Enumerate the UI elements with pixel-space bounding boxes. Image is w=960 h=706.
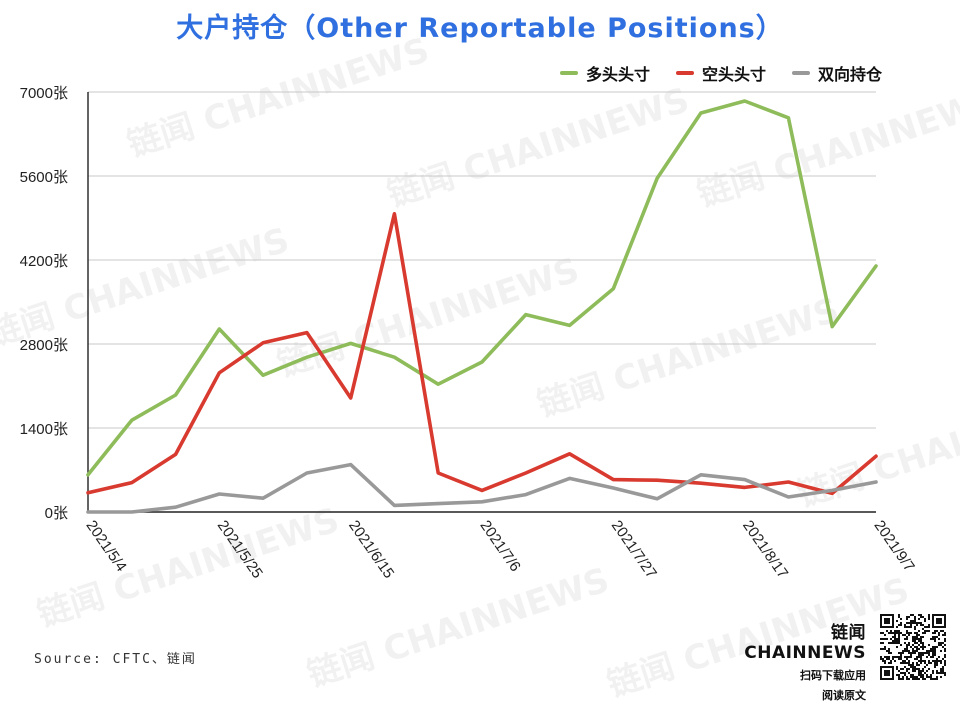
qr-code-icon[interactable] <box>880 614 946 680</box>
series-line-2 <box>88 465 876 512</box>
x-tick-label: 2021/5/4 <box>82 517 129 575</box>
x-tick-label: 2021/8/17 <box>739 517 791 581</box>
y-tick-label: 2800张 <box>20 337 68 354</box>
brand-name: 链闻 CHAINNEWS <box>722 618 866 663</box>
series-line-1 <box>88 214 876 494</box>
y-tick-label: 0张 <box>45 505 68 522</box>
brand-block: 链闻 CHAINNEWS 扫码下载应用 阅读原文 <box>722 618 866 703</box>
x-tick-label: 2021/5/25 <box>214 517 266 581</box>
y-tick-label: 5600张 <box>20 169 68 186</box>
x-tick-label: 2021/6/15 <box>345 517 397 581</box>
y-tick-label: 4200张 <box>20 253 68 270</box>
brand-download-text: 扫码下载应用 <box>722 667 866 683</box>
series-line-0 <box>88 101 876 475</box>
source-note: Source: CFTC、链闻 <box>34 648 197 667</box>
x-tick-label: 2021/7/6 <box>476 517 523 575</box>
y-tick-label: 7000张 <box>20 85 68 102</box>
y-tick-label: 1400张 <box>20 421 68 438</box>
brand-read-text: 阅读原文 <box>722 687 866 703</box>
x-tick-label: 2021/7/27 <box>608 517 660 581</box>
x-tick-label: 2021/9/7 <box>870 517 917 575</box>
